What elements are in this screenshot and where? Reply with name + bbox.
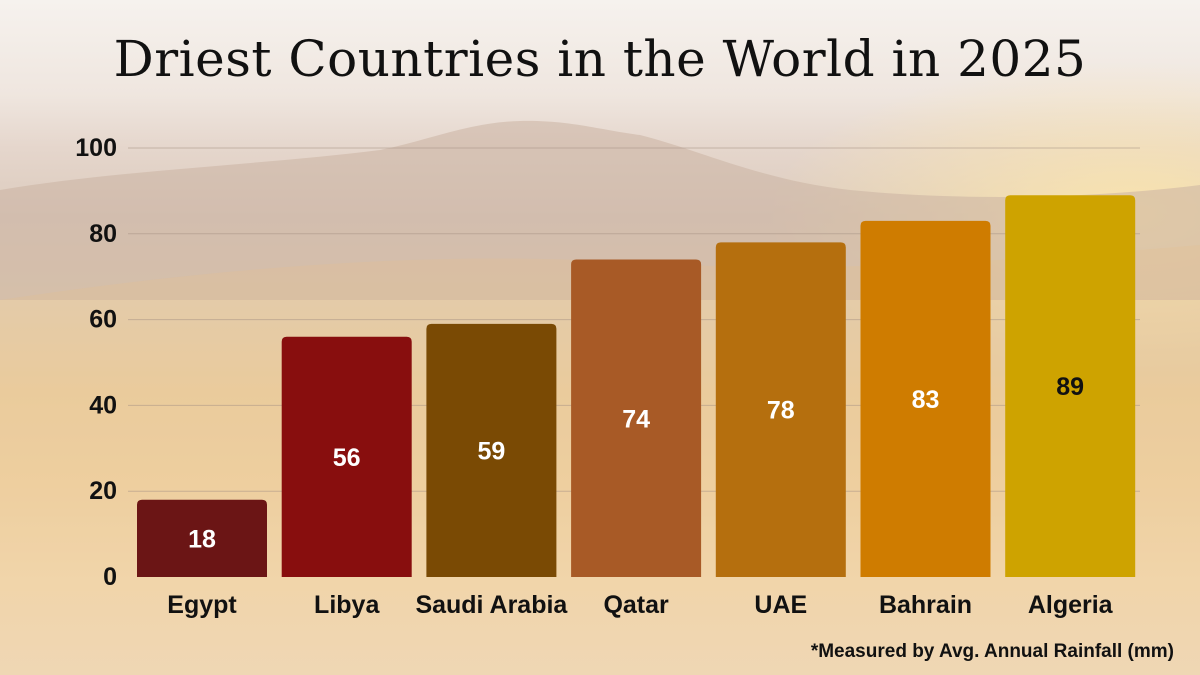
bar-value-label: 56: [333, 444, 361, 472]
bar-value-label: 89: [1056, 373, 1084, 401]
bar-value-label: 74: [622, 405, 650, 433]
x-tick-label: Qatar: [603, 591, 669, 619]
y-tick-label: 20: [89, 477, 117, 505]
x-tick-label: Egypt: [167, 591, 237, 619]
bar-value-label: 59: [477, 437, 505, 465]
bar-value-label: 18: [188, 525, 216, 553]
bar: [571, 259, 702, 577]
y-tick-label: 80: [89, 220, 117, 248]
y-tick-label: 100: [75, 134, 117, 162]
x-tick-label: Libya: [314, 591, 380, 619]
chart-title: Driest Countries in the World in 2025: [113, 30, 1087, 88]
x-tick-label: Saudi Arabia: [415, 591, 568, 619]
x-tick-label: UAE: [754, 591, 807, 619]
footnote: *Measured by Avg. Annual Rainfall (mm): [810, 641, 1174, 662]
bar-value-label: 83: [912, 386, 940, 414]
y-tick-label: 60: [89, 306, 117, 334]
y-tick-label: 0: [103, 563, 117, 591]
bar: [426, 323, 557, 577]
y-tick-label: 40: [89, 391, 117, 419]
bar: [715, 242, 846, 577]
x-tick-label: Algeria: [1028, 591, 1114, 619]
bar: [860, 220, 991, 577]
bar: [1005, 195, 1136, 577]
bar: [137, 499, 267, 577]
bar: [281, 336, 412, 577]
bar-value-label: 78: [767, 397, 795, 425]
x-tick-label: Bahrain: [879, 591, 972, 619]
